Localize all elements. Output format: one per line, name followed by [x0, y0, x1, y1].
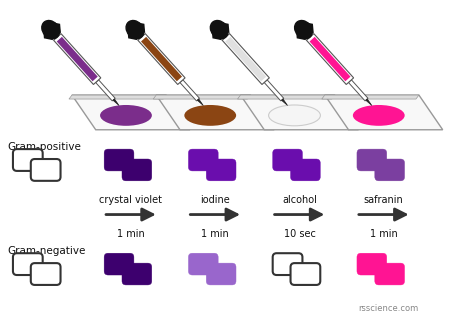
Text: alcohol: alcohol: [282, 195, 317, 205]
Polygon shape: [264, 80, 284, 101]
Text: Gram-negative: Gram-negative: [7, 246, 85, 256]
Polygon shape: [237, 95, 335, 99]
FancyBboxPatch shape: [291, 159, 320, 181]
Text: Gram-positive: Gram-positive: [7, 142, 81, 152]
FancyBboxPatch shape: [273, 149, 302, 171]
FancyBboxPatch shape: [291, 263, 320, 285]
Polygon shape: [240, 95, 358, 130]
FancyBboxPatch shape: [273, 253, 302, 275]
Text: safranin: safranin: [364, 195, 403, 205]
Ellipse shape: [126, 21, 144, 39]
FancyBboxPatch shape: [104, 149, 134, 171]
FancyBboxPatch shape: [375, 159, 404, 181]
Text: 10 sec: 10 sec: [283, 229, 315, 239]
Polygon shape: [72, 95, 190, 130]
Ellipse shape: [184, 105, 236, 126]
Text: crystal violet: crystal violet: [100, 195, 163, 205]
Text: rsscience.com: rsscience.com: [358, 304, 419, 313]
Text: 1 min: 1 min: [370, 229, 398, 239]
Polygon shape: [307, 34, 354, 85]
FancyBboxPatch shape: [206, 263, 236, 285]
FancyBboxPatch shape: [122, 263, 152, 285]
Polygon shape: [54, 34, 101, 85]
Polygon shape: [96, 80, 115, 101]
Ellipse shape: [100, 105, 152, 126]
Polygon shape: [153, 95, 250, 99]
FancyBboxPatch shape: [375, 263, 404, 285]
Polygon shape: [128, 28, 138, 40]
FancyBboxPatch shape: [13, 149, 43, 171]
Polygon shape: [211, 28, 222, 40]
Polygon shape: [310, 37, 351, 81]
Ellipse shape: [269, 105, 320, 126]
Polygon shape: [225, 37, 266, 81]
Polygon shape: [303, 22, 314, 34]
FancyBboxPatch shape: [31, 159, 61, 181]
Ellipse shape: [42, 21, 60, 39]
FancyBboxPatch shape: [189, 149, 218, 171]
Polygon shape: [141, 37, 182, 81]
FancyBboxPatch shape: [104, 253, 134, 275]
FancyBboxPatch shape: [357, 149, 387, 171]
Polygon shape: [138, 34, 185, 85]
Text: iodine: iodine: [201, 195, 230, 205]
Polygon shape: [325, 95, 443, 130]
Polygon shape: [180, 80, 200, 101]
Polygon shape: [50, 22, 61, 34]
Polygon shape: [156, 95, 274, 130]
Ellipse shape: [295, 21, 312, 39]
Polygon shape: [296, 28, 307, 40]
Polygon shape: [197, 99, 203, 106]
FancyBboxPatch shape: [31, 263, 61, 285]
Polygon shape: [348, 80, 368, 101]
Polygon shape: [69, 95, 166, 99]
Ellipse shape: [353, 105, 405, 126]
Polygon shape: [113, 99, 119, 106]
Polygon shape: [282, 99, 288, 106]
Polygon shape: [366, 99, 372, 106]
FancyBboxPatch shape: [206, 159, 236, 181]
FancyBboxPatch shape: [357, 253, 387, 275]
FancyBboxPatch shape: [122, 159, 152, 181]
Polygon shape: [43, 28, 54, 40]
Polygon shape: [222, 34, 269, 85]
Polygon shape: [135, 22, 146, 34]
Polygon shape: [219, 22, 229, 34]
Ellipse shape: [210, 21, 228, 39]
Polygon shape: [322, 95, 419, 99]
FancyBboxPatch shape: [189, 253, 218, 275]
Text: 1 min: 1 min: [201, 229, 229, 239]
FancyBboxPatch shape: [13, 253, 43, 275]
Polygon shape: [57, 37, 98, 81]
Text: 1 min: 1 min: [117, 229, 145, 239]
